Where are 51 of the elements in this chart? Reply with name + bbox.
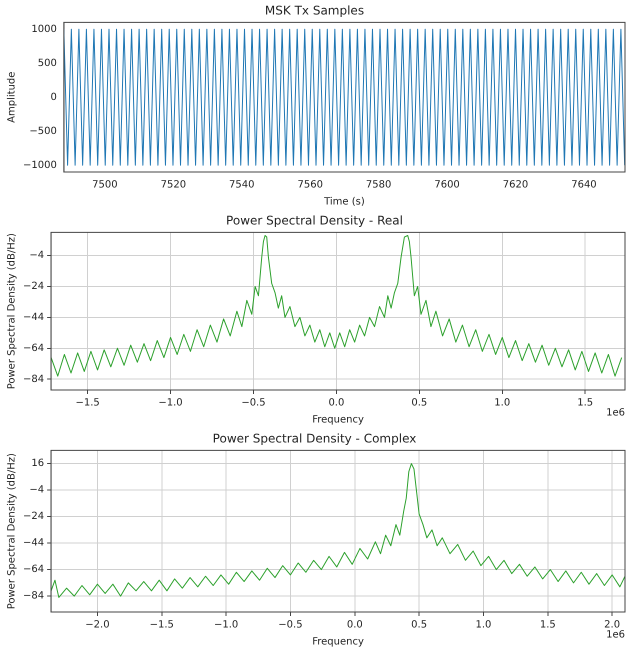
y-tick-label: −24 [22, 281, 44, 292]
x-tick-label: 2.0 [604, 620, 620, 631]
chart-title: Power Spectral Density - Real [226, 213, 403, 228]
y-tick-label: −4 [29, 484, 44, 496]
y-tick-label: −44 [22, 538, 44, 549]
y-tick-label: −84 [22, 590, 44, 602]
x-tick-label: 0.0 [346, 620, 363, 631]
y-axis-title: Power Spectral Density (dB/Hz) [6, 233, 18, 390]
x-axis-title: Time (s) [323, 196, 365, 208]
x-tick-label: 1.5 [577, 398, 594, 409]
x-axis-title: Frequency [312, 414, 364, 426]
y-tick-label: −44 [22, 312, 44, 323]
x-tick-label: −1.5 [75, 398, 100, 409]
x-tick-label: 7620 [502, 180, 528, 191]
x-tick-label: 7540 [229, 180, 254, 191]
x-tick-label: 0.5 [411, 620, 428, 631]
x-tick-label: 7600 [434, 180, 460, 191]
x-tick-label: 1.0 [494, 398, 510, 409]
text: 1e6 [606, 408, 625, 419]
x-axis-title: Frequency [312, 636, 364, 648]
y-axis-title: Power Spectral Density (dB/Hz) [6, 453, 18, 610]
x-tick-label: −0.5 [278, 620, 303, 631]
x-tick-label: −0.5 [241, 398, 266, 409]
x-tick-label: 0.5 [411, 398, 428, 409]
x-tick-label: 1.5 [540, 620, 556, 631]
text: 1e6 [606, 630, 625, 641]
y-tick-label: 500 [38, 58, 57, 69]
x-tick-label: −1.0 [214, 620, 238, 631]
x-tick-label: 1.0 [476, 620, 492, 631]
y-axis-title: Amplitude [6, 72, 18, 123]
x-tick-label: −2.0 [85, 620, 110, 631]
chart-title: MSK Tx Samples [264, 3, 364, 18]
x-tick-label: −1.5 [150, 620, 174, 631]
y-tick-label: −500 [29, 126, 57, 137]
y-tick-label: −64 [22, 342, 44, 354]
x-tick-label: 7520 [160, 180, 186, 191]
y-tick-label: −64 [22, 564, 44, 576]
x-tick-label: 7500 [92, 180, 118, 191]
x-tick-label: −1.0 [158, 398, 183, 409]
y-tick-label: −4 [29, 250, 44, 262]
y-tick-label: 16 [31, 458, 44, 470]
y-tick-label: −1000 [23, 160, 57, 171]
x-tick-label: 7640 [571, 180, 597, 191]
y-tick-label: −24 [22, 511, 44, 522]
y-tick-label: 0 [50, 92, 57, 103]
x-tick-label: 7580 [366, 180, 392, 191]
y-tick-label: 1000 [31, 24, 57, 35]
y-tick-label: −84 [22, 374, 44, 385]
x-tick-label: 7560 [297, 180, 323, 191]
chart-title: Power Spectral Density - Complex [212, 431, 416, 446]
x-tick-label: 0.0 [328, 398, 344, 409]
